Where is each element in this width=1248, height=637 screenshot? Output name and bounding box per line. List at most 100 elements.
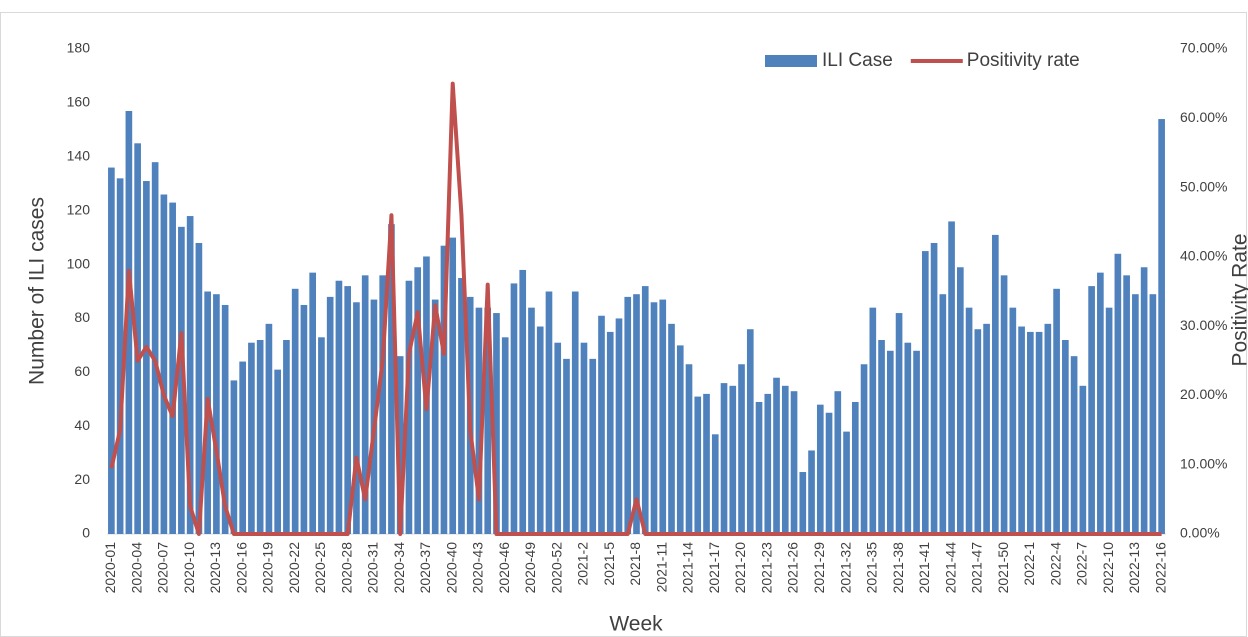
bar [746,329,754,534]
bar [178,226,185,535]
bar [904,342,912,534]
x-tick-label: 2021-32 [837,542,853,594]
y2-tick-label: 10.00% [1180,455,1227,471]
bar [335,280,343,534]
bar [974,329,982,534]
legend-label: ILI Case [822,50,893,71]
bar [405,280,413,534]
bar [186,216,194,535]
x-tick-label: 2021-20 [732,542,748,594]
legend-swatch [765,55,817,67]
bar [694,396,702,534]
bar [151,162,159,534]
bar [563,358,570,534]
bar [878,340,885,534]
bar [265,323,273,534]
bar [1009,307,1017,534]
bar [545,291,553,534]
bar [659,299,667,534]
bar [781,385,789,534]
bar [589,358,597,534]
bar [519,269,527,534]
bar [528,307,535,534]
x-tick-label: 2021-41 [916,542,932,594]
bar [808,450,815,534]
x-tick-label: 2021-35 [864,542,880,594]
bar [195,243,203,534]
bar [344,286,352,534]
y2-tick-label: 50.00% [1180,178,1227,194]
bar [1027,331,1034,534]
x-tick-label: 2022-16 [1152,542,1168,594]
bar [388,224,395,534]
y2-tick-label: 30.00% [1180,317,1227,333]
bar [816,404,824,534]
bar [886,350,894,534]
bar [1053,288,1060,534]
bar [957,267,964,534]
bar [851,401,859,534]
bar [475,307,483,534]
y2-axis-title: Positivity Rate [1229,233,1248,366]
bar [283,340,290,534]
y2-tick-label: 60.00% [1180,109,1227,125]
x-tick-label: 2020-19 [260,542,276,594]
x-tick-label: 2020-49 [522,542,538,594]
bar [1044,323,1052,534]
x-tick-label: 2021-14 [680,542,696,594]
bar [825,412,833,534]
bar [221,304,229,534]
bar [361,275,369,534]
bar [1140,267,1148,534]
bar [1123,275,1130,534]
x-tick-label: 2020-10 [181,542,197,594]
x-tick-label: 2021-5 [601,542,617,586]
bar [580,342,588,534]
bar [738,364,745,534]
bar [676,345,684,534]
bar [213,294,220,534]
bar [431,299,439,534]
bar [1132,294,1139,534]
bar [396,356,404,534]
bar [291,288,299,534]
bar [939,294,947,534]
bar [1079,385,1087,534]
x-tick-label: 2021-26 [785,542,801,594]
bar [755,401,763,534]
x-axis-title: Week [609,613,663,636]
bar [239,361,246,534]
x-tick-label: 2021-47 [969,542,985,594]
y-tick-label: 40 [74,417,90,433]
y-tick-label: 120 [67,201,91,217]
bar [1018,326,1025,534]
bar [860,364,868,534]
legend-label: Positivity rate [967,50,1080,71]
x-tick-label: 2021-50 [995,542,1011,594]
bar [598,315,605,534]
bar [1000,275,1008,534]
x-tick-label: 2021-17 [706,542,722,594]
bar [799,472,807,534]
x-tick-label: 2021-38 [890,542,906,594]
bar [913,350,920,534]
y-tick-label: 60 [74,363,90,379]
bar [379,275,387,534]
bar [965,307,973,534]
bar [134,143,141,535]
line-series [109,81,1162,536]
bar [869,307,877,534]
x-tick-label: 2020-40 [443,542,459,594]
bar [353,302,360,534]
bar [720,383,728,534]
x-tick-label: 2020-52 [548,542,564,594]
x-tick-label: 2020-37 [417,542,433,594]
bar [668,323,675,534]
bar [300,304,308,534]
bar [1114,253,1122,534]
x-tick-label: 2022-13 [1126,542,1142,594]
bar [536,326,544,534]
x-tick-label: 2020-46 [496,542,512,594]
y-tick-label: 80 [74,309,90,325]
